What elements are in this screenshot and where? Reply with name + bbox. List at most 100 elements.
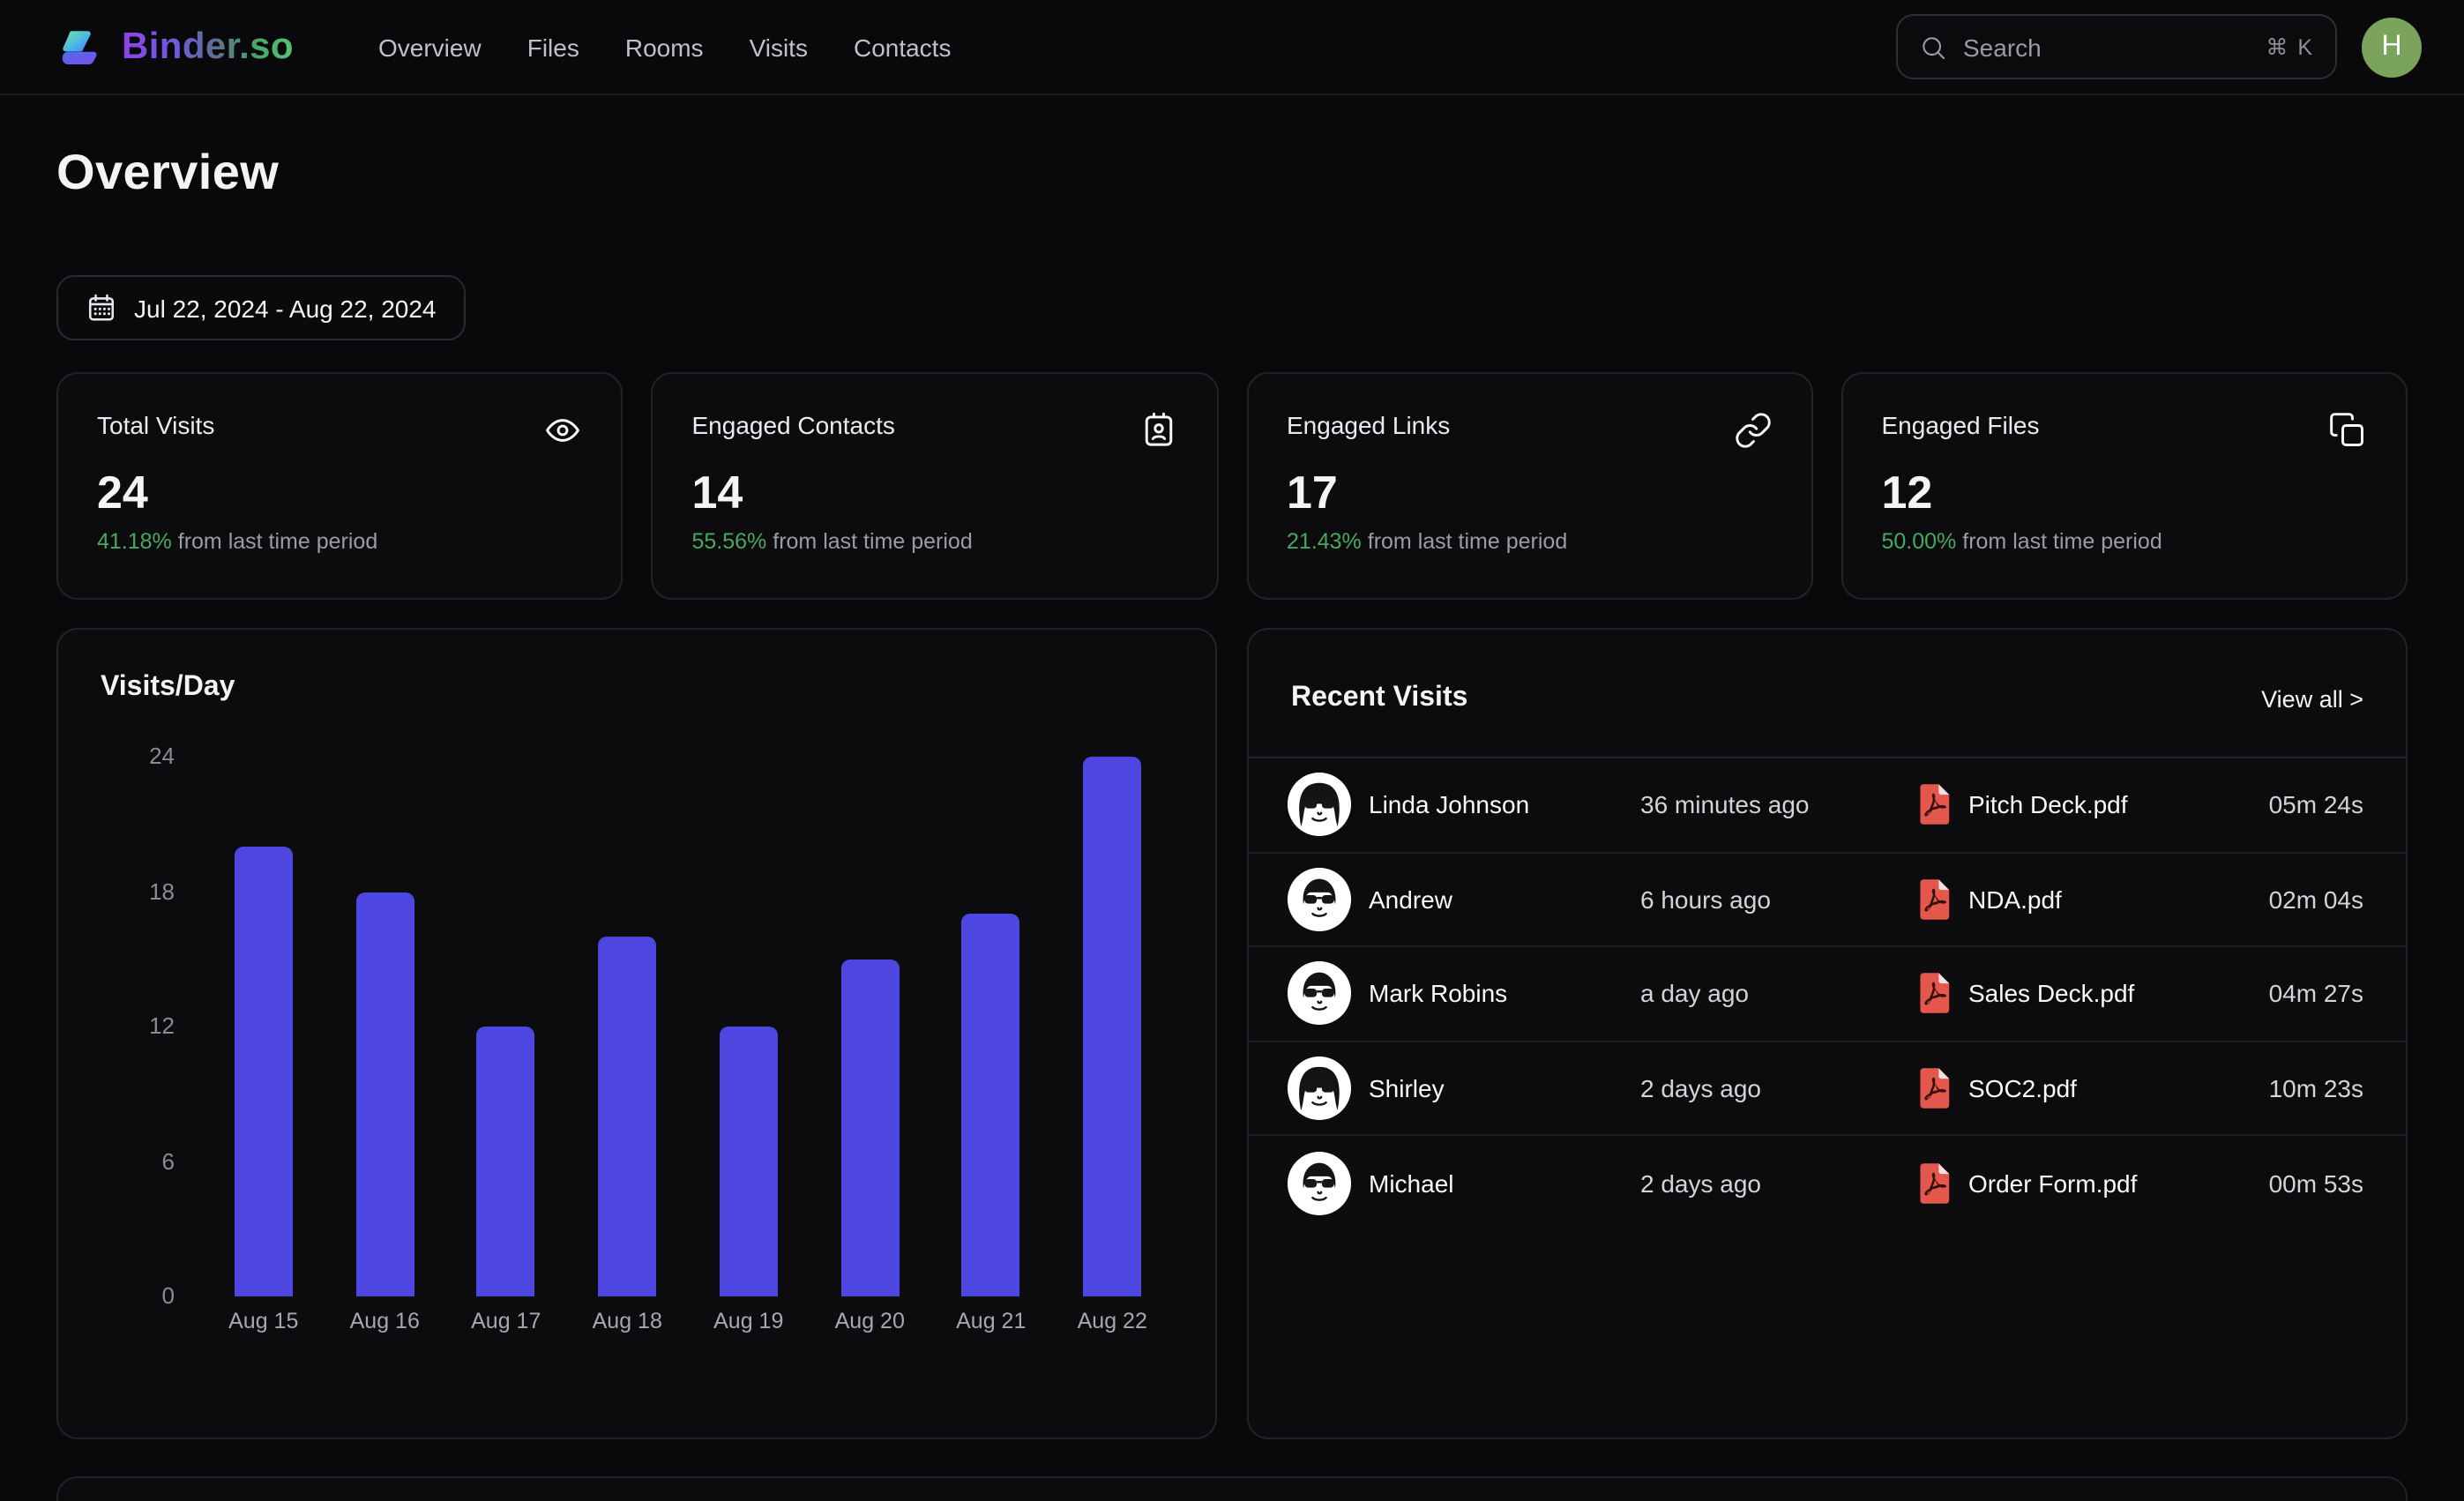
x-axis-label: Aug 18: [592, 1309, 662, 1333]
visits-per-day-chart-card: Visits/Day 0 6 12 18 24 Aug 15 Aug 16 Aug 17 Au…: [56, 628, 1217, 1439]
visit-duration: 10m 23s: [2268, 1073, 2363, 1102]
visitor-name: Shirley: [1369, 1073, 1445, 1102]
chart-bar[interactable]: [840, 959, 900, 1296]
visitor-avatar: [1288, 1151, 1351, 1215]
visitor-avatar: [1288, 867, 1351, 931]
chart-bar[interactable]: [961, 914, 1020, 1296]
pdf-file-icon: [1920, 878, 1950, 920]
table-row[interactable]: Linda Johnson 36 minutes ago Pitch Deck.…: [1249, 758, 2406, 853]
date-range-picker[interactable]: Jul 22, 2024 - Aug 22, 2024: [56, 275, 467, 340]
stat-value: 24: [97, 466, 148, 519]
visit-time: 2 days ago: [1640, 1073, 1761, 1102]
date-range-label: Jul 22, 2024 - Aug 22, 2024: [134, 294, 437, 322]
search-shortcut: ⌘ K: [2266, 35, 2314, 60]
y-axis-tick: 0: [161, 1282, 175, 1309]
x-axis-label: Aug 19: [713, 1309, 784, 1333]
x-axis-label: Aug 17: [471, 1309, 541, 1333]
stat-value: 17: [1287, 466, 1338, 519]
binder-logo-icon: [62, 30, 97, 63]
nav-item-overview[interactable]: Overview: [378, 33, 482, 61]
visit-duration: 00m 53s: [2268, 1169, 2363, 1198]
y-axis-tick: 6: [161, 1147, 175, 1174]
visit-time: a day ago: [1640, 979, 1749, 1008]
chart-title: Visits/Day: [101, 672, 235, 702]
chart-x-axis: Aug 15 Aug 16 Aug 17 Aug 18 Aug 19 Aug 20 Aug …: [203, 1309, 1173, 1333]
nav-item-files[interactable]: Files: [526, 33, 579, 61]
visit-duration: 04m 27s: [2268, 979, 2363, 1008]
chart-bar[interactable]: [476, 1027, 535, 1296]
chart-bar[interactable]: [598, 937, 657, 1296]
chart-bar[interactable]: [1083, 757, 1142, 1296]
stat-label: Engaged Links: [1287, 411, 1451, 439]
eye-icon: [544, 411, 583, 450]
chart-bar[interactable]: [355, 892, 414, 1296]
y-axis-tick: 18: [149, 877, 175, 904]
stats-row: Total Visits 24 41.18% from last time pe…: [56, 372, 2408, 600]
file-name: Sales Deck.pdf: [1968, 979, 2135, 1008]
chart-plot: 0 6 12 18 24: [149, 743, 1173, 1309]
stat-card-engaged-links: Engaged Links 17 21.43% from last time p…: [1246, 372, 1813, 600]
view-all-link[interactable]: View all >: [2261, 685, 2363, 712]
table-row[interactable]: Mark Robins a day ago Sales Deck.pdf 04m…: [1249, 947, 2406, 1042]
x-axis-label: Aug 15: [228, 1309, 299, 1333]
table-row[interactable]: Shirley 2 days ago SOC2.pdf 10m 23s: [1249, 1042, 2406, 1136]
visitor-name: Linda Johnson: [1369, 790, 1530, 819]
pdf-file-icon: [1920, 973, 1950, 1014]
y-axis-tick: 12: [149, 1012, 175, 1039]
stat-card-engaged-files: Engaged Files 12 50.00% from last time p…: [1841, 372, 2408, 600]
visit-time: 6 hours ago: [1640, 885, 1771, 914]
nav-item-contacts[interactable]: Contacts: [853, 33, 952, 61]
chart-bar[interactable]: [719, 1027, 778, 1296]
visit-time: 2 days ago: [1640, 1169, 1761, 1198]
x-axis-label: Aug 21: [956, 1309, 1027, 1333]
next-section-card-partial: [56, 1476, 2408, 1501]
search-icon: [1923, 36, 1945, 59]
pdf-file-icon: [1920, 1162, 1950, 1204]
user-avatar[interactable]: H: [2362, 17, 2422, 77]
stat-delta: 50.00% from last time period: [1881, 529, 2162, 554]
visitor-name: Michael: [1369, 1169, 1454, 1198]
file-name: Pitch Deck.pdf: [1968, 790, 2128, 819]
search-input[interactable]: Search ⌘ K: [1896, 14, 2337, 79]
brand-logo[interactable]: Binder.so: [56, 22, 294, 71]
table-row[interactable]: Andrew 6 hours ago NDA.pdf 02m 04s: [1249, 853, 2406, 947]
y-axis-tick: 24: [149, 743, 175, 769]
visit-duration: 05m 24s: [2268, 790, 2363, 819]
recent-visits-title: Recent Visits: [1291, 683, 1468, 713]
visitor-avatar: [1288, 961, 1351, 1026]
visitor-name: Mark Robins: [1369, 979, 1508, 1008]
chart-bars: [203, 757, 1173, 1296]
pdf-file-icon: [1920, 784, 1950, 825]
recent-visits-table: Linda Johnson 36 minutes ago Pitch Deck.…: [1249, 758, 2406, 1230]
search-placeholder: Search: [1963, 33, 2042, 61]
link-icon: [1734, 411, 1773, 450]
recent-visits-panel: Recent Visits View all > Linda Johnson: [1247, 628, 2408, 1439]
stat-delta: 55.56% from last time period: [691, 529, 973, 554]
stat-card-total-visits: Total Visits 24 41.18% from last time pe…: [56, 372, 623, 600]
visit-time: 36 minutes ago: [1640, 790, 1810, 819]
visitor-avatar: [1288, 773, 1351, 837]
visitor-avatar: [1288, 1056, 1351, 1120]
table-row[interactable]: Michael 2 days ago Order Form.pdf 00m 53…: [1249, 1136, 2406, 1230]
stat-value: 12: [1881, 466, 1933, 519]
chart-bar[interactable]: [234, 847, 293, 1296]
stat-label: Engaged Contacts: [691, 411, 895, 439]
stat-label: Engaged Files: [1881, 411, 2040, 439]
main-nav: Overview Files Rooms Visits Contacts: [378, 33, 951, 61]
calendar-icon: [88, 294, 115, 321]
nav-item-rooms[interactable]: Rooms: [624, 33, 704, 61]
page-title: Overview: [56, 145, 280, 199]
file-name: Order Form.pdf: [1968, 1169, 2138, 1198]
x-axis-label: Aug 20: [834, 1309, 905, 1333]
nav-item-visits[interactable]: Visits: [749, 33, 808, 61]
stat-delta: 41.18% from last time period: [97, 529, 378, 554]
file-name: SOC2.pdf: [1968, 1073, 2077, 1102]
visitor-name: Andrew: [1369, 885, 1452, 914]
stat-value: 14: [691, 466, 743, 519]
top-navigation-bar: Binder.so Overview Files Rooms Visits Co…: [0, 0, 2464, 95]
stat-card-engaged-contacts: Engaged Contacts 14 55.56% from last tim…: [651, 372, 1218, 600]
x-axis-label: Aug 16: [349, 1309, 420, 1333]
x-axis-label: Aug 22: [1077, 1309, 1147, 1333]
brand-name: Binder.so: [122, 26, 294, 66]
